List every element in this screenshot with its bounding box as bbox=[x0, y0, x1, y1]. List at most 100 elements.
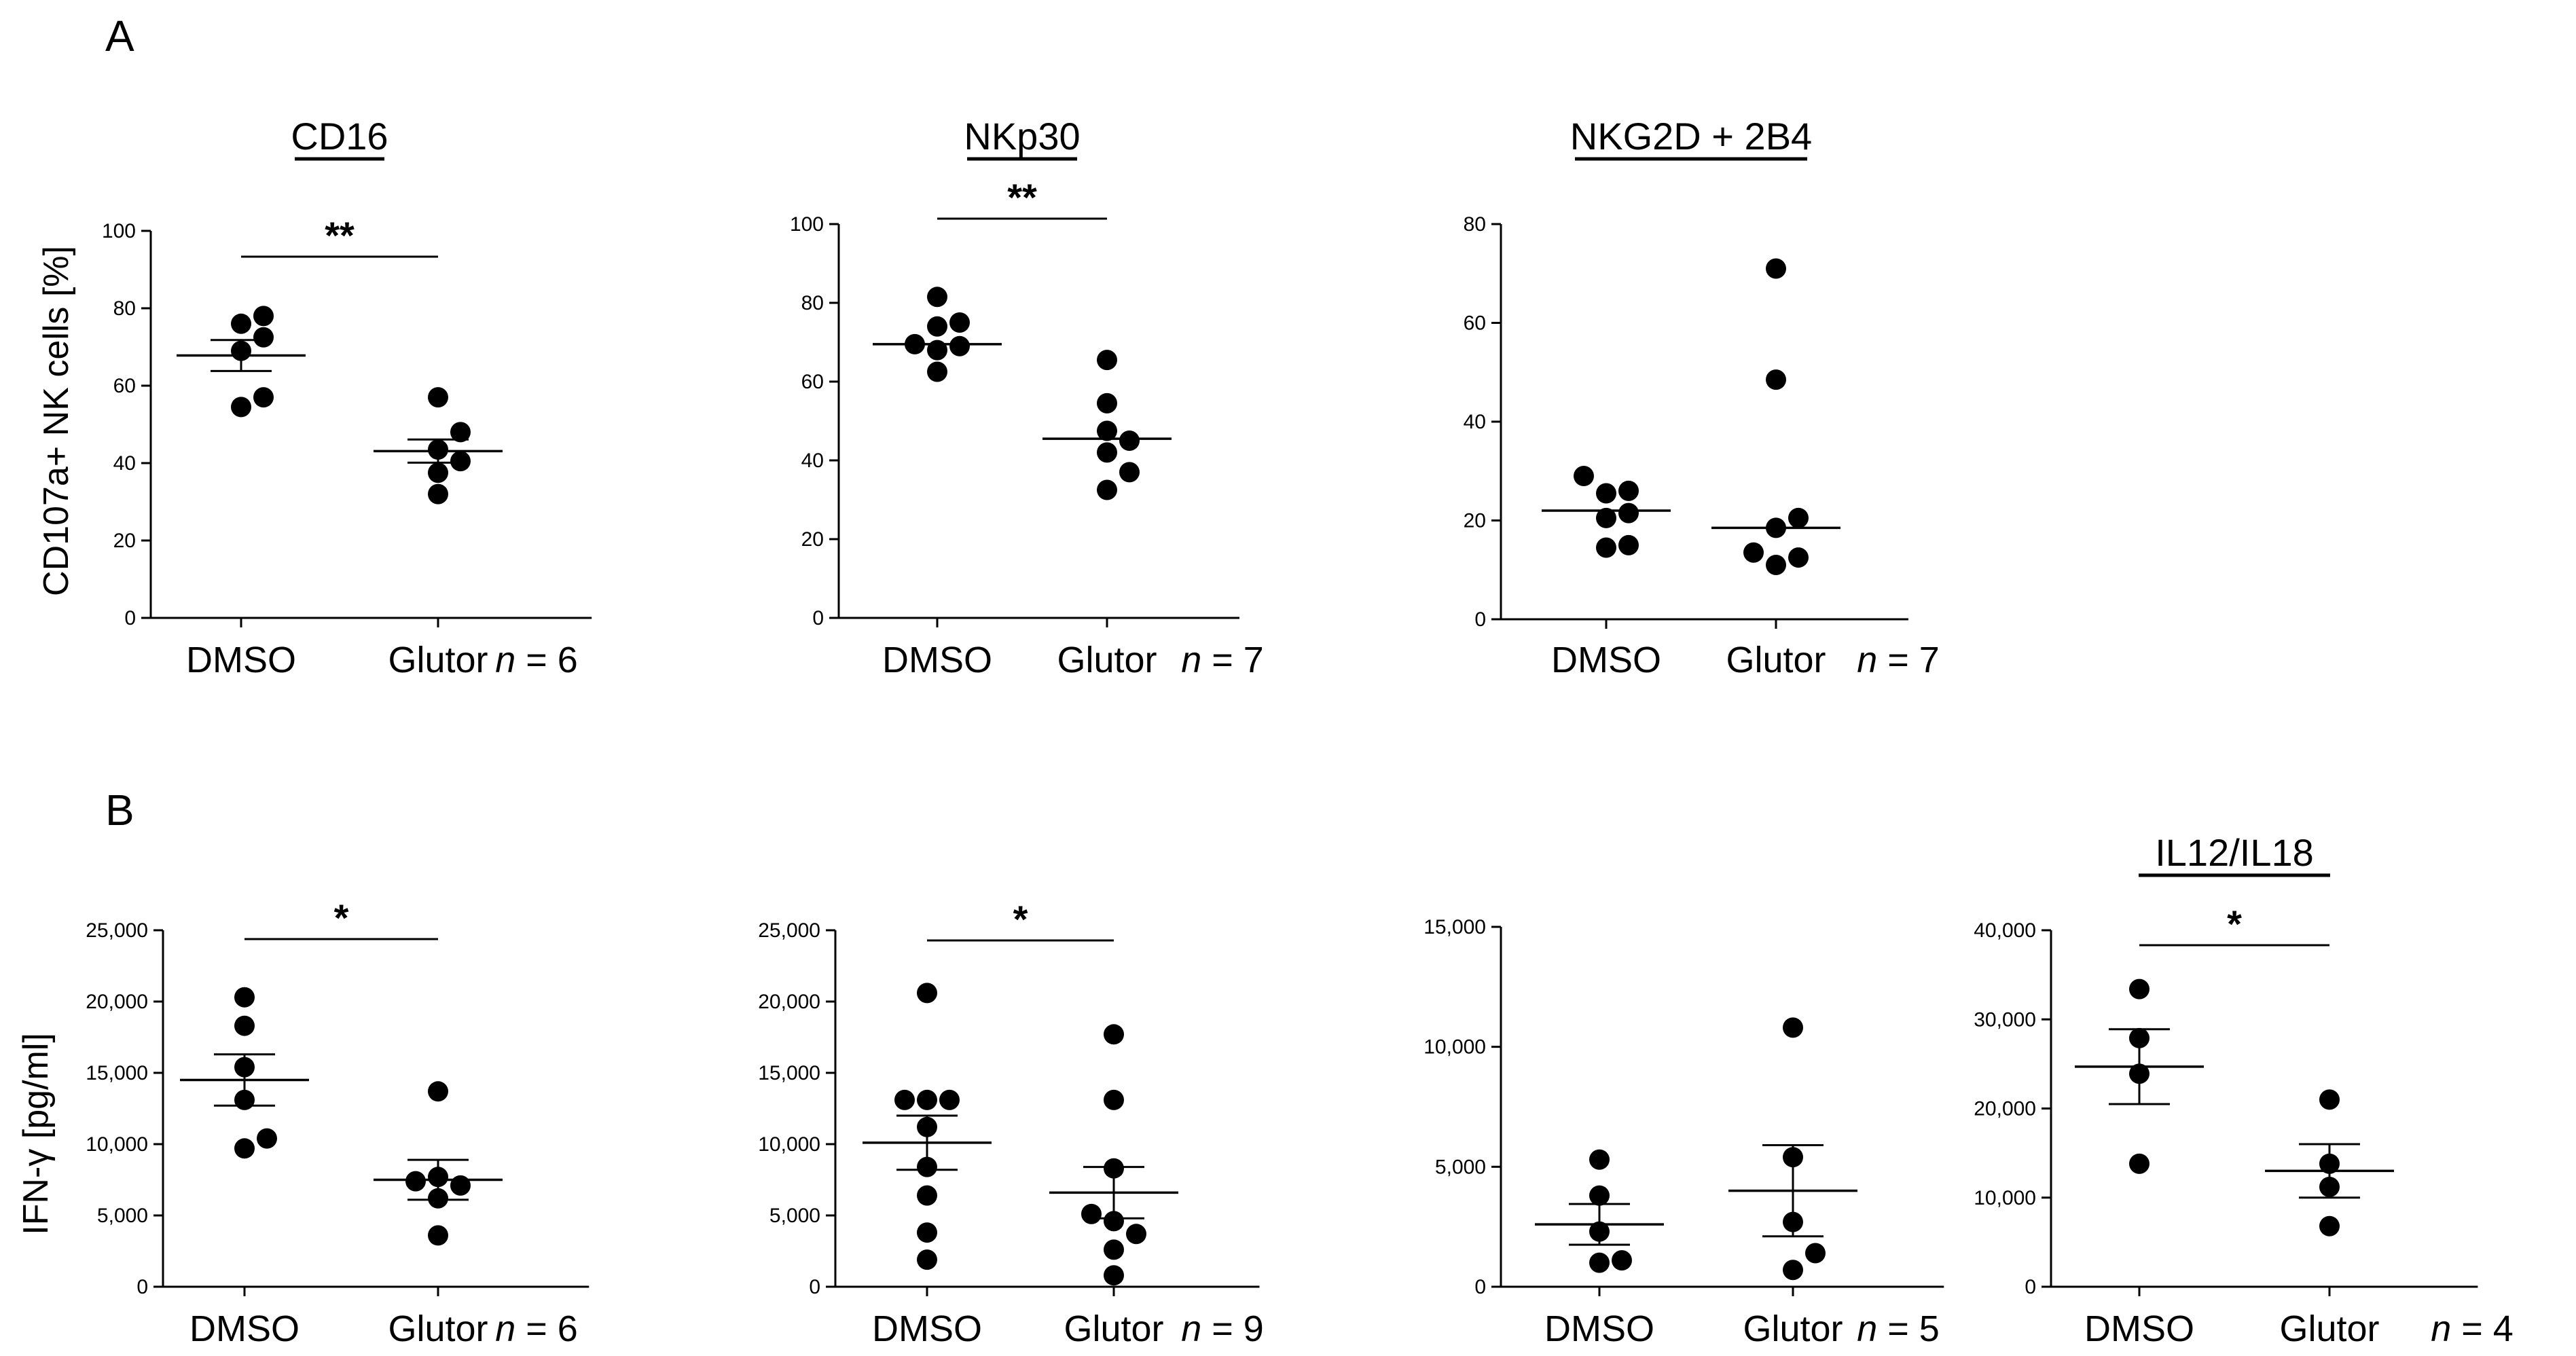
y-tick-label: 10,000 bbox=[86, 1133, 148, 1156]
data-point bbox=[1612, 1250, 1632, 1271]
panel-label-a: A bbox=[105, 12, 134, 60]
category-label: DMSO bbox=[1544, 1308, 1654, 1349]
y-tick-label: 80 bbox=[1464, 213, 1486, 236]
y-tick-label: 25,000 bbox=[86, 919, 148, 942]
data-point bbox=[917, 983, 937, 1004]
y-tick-label: 5,000 bbox=[97, 1205, 148, 1227]
y-tick-label: 20 bbox=[1464, 510, 1486, 532]
chart-title: IL12/IL18 bbox=[2155, 831, 2314, 874]
n-label-value: = 7 bbox=[1201, 640, 1264, 680]
n-label-symbol: n bbox=[1181, 1308, 1201, 1349]
y-tick-label: 40 bbox=[1464, 411, 1486, 433]
y-tick-label: 10,000 bbox=[1423, 1036, 1486, 1059]
y-tick-label: 0 bbox=[809, 1276, 820, 1298]
data-point bbox=[253, 327, 274, 348]
data-point bbox=[1618, 502, 1639, 524]
data-point bbox=[1783, 1260, 1803, 1281]
data-point bbox=[2129, 1153, 2149, 1174]
category-label: DMSO bbox=[189, 1308, 300, 1349]
data-point bbox=[927, 361, 947, 382]
data-point bbox=[231, 397, 251, 418]
y-tick-label: 5,000 bbox=[1435, 1156, 1486, 1178]
data-point bbox=[1119, 430, 1140, 451]
data-point bbox=[1097, 420, 1117, 441]
n-label-symbol: n bbox=[2431, 1308, 2451, 1349]
n-label-value: = 7 bbox=[1877, 640, 1940, 680]
y-tick-label: 60 bbox=[801, 371, 824, 393]
y-tick-label: 15,000 bbox=[1423, 916, 1486, 938]
data-point bbox=[939, 1089, 960, 1110]
chart-1: CD16 0 20 40 60 80 100 DMSO Glutor n = 6 ** bbox=[102, 115, 592, 680]
y-tick-label: 20 bbox=[113, 530, 136, 552]
data-point bbox=[1097, 392, 1117, 414]
data-point bbox=[917, 1249, 937, 1270]
n-label: n = 6 bbox=[495, 1308, 578, 1349]
data-point bbox=[1805, 1243, 1826, 1264]
significance-stars: ** bbox=[1007, 176, 1037, 219]
y-tick-label: 10,000 bbox=[1974, 1187, 2036, 1209]
category-label: Glutor bbox=[1743, 1308, 1843, 1349]
n-label: n = 4 bbox=[2431, 1308, 2514, 1349]
y-tick-label: 100 bbox=[102, 220, 136, 242]
y-tick-label: 40 bbox=[113, 452, 136, 475]
category-label: DMSO bbox=[872, 1308, 982, 1349]
n-label-value: = 9 bbox=[1201, 1308, 1264, 1349]
n-label-value: = 4 bbox=[2451, 1308, 2514, 1349]
y-tick-label: 5,000 bbox=[769, 1205, 820, 1227]
data-point bbox=[1618, 534, 1639, 555]
data-point bbox=[1596, 483, 1616, 504]
data-point bbox=[927, 316, 947, 337]
data-point bbox=[1097, 350, 1117, 371]
category-label: Glutor bbox=[388, 1308, 488, 1349]
data-point bbox=[234, 1138, 255, 1159]
data-point bbox=[1104, 1024, 1124, 1045]
data-point bbox=[428, 483, 448, 505]
data-point bbox=[1589, 1185, 1610, 1206]
y-axis-label-b: IFN-γ [pg/ml] bbox=[16, 1033, 56, 1235]
y-tick-label: 20,000 bbox=[86, 991, 148, 1013]
data-point bbox=[253, 387, 274, 408]
chart-title: NKp30 bbox=[964, 115, 1080, 158]
y-tick-label: 40,000 bbox=[1974, 919, 2036, 942]
data-point bbox=[1119, 462, 1140, 483]
data-point bbox=[1788, 547, 1809, 568]
data-point bbox=[450, 422, 471, 443]
significance-stars: * bbox=[1013, 898, 1028, 940]
data-point bbox=[428, 462, 448, 483]
category-label: Glutor bbox=[1726, 640, 1826, 680]
y-axis-label-a: CD107a+ NK cells [%] bbox=[37, 246, 76, 596]
data-point bbox=[234, 987, 255, 1008]
y-tick-label: 30,000 bbox=[1974, 1008, 2036, 1031]
data-point bbox=[894, 1089, 915, 1110]
n-label: n = 5 bbox=[1857, 1308, 1940, 1349]
data-point bbox=[1104, 1211, 1124, 1232]
data-point bbox=[1104, 1089, 1124, 1110]
y-tick-label: 0 bbox=[2025, 1276, 2036, 1298]
category-label: DMSO bbox=[2084, 1308, 2194, 1349]
data-point bbox=[1766, 258, 1786, 279]
n-label-value: = 5 bbox=[1877, 1308, 1940, 1349]
y-tick-label: 25,000 bbox=[758, 919, 820, 942]
n-label-symbol: n bbox=[1857, 1308, 1877, 1349]
data-point bbox=[2319, 1215, 2340, 1236]
data-point bbox=[1104, 1265, 1124, 1286]
data-point bbox=[1574, 466, 1594, 487]
n-label-symbol: n bbox=[495, 1308, 515, 1349]
y-tick-label: 20,000 bbox=[758, 991, 820, 1013]
chart-5: 0 5,000 10,000 15,000 20,000 25,000 DMSO Glutor… bbox=[758, 898, 1264, 1349]
data-point bbox=[1596, 507, 1616, 528]
data-point bbox=[1783, 1017, 1803, 1038]
y-tick-label: 15,000 bbox=[86, 1062, 148, 1084]
chart-7: IL12/IL18 0 10,000 20,000 30,000 40,000 DMSO Gl… bbox=[1974, 831, 2514, 1349]
data-point bbox=[1788, 507, 1809, 528]
n-label: n = 6 bbox=[495, 640, 578, 680]
category-label: DMSO bbox=[882, 640, 992, 680]
category-label: DMSO bbox=[1551, 640, 1661, 680]
y-tick-label: 40 bbox=[801, 450, 824, 472]
data-point bbox=[450, 1175, 471, 1196]
data-point bbox=[405, 1171, 426, 1192]
n-label-symbol: n bbox=[1857, 640, 1877, 680]
n-label: n = 9 bbox=[1181, 1308, 1264, 1349]
chart-title: NKG2D + 2B4 bbox=[1570, 115, 1812, 158]
